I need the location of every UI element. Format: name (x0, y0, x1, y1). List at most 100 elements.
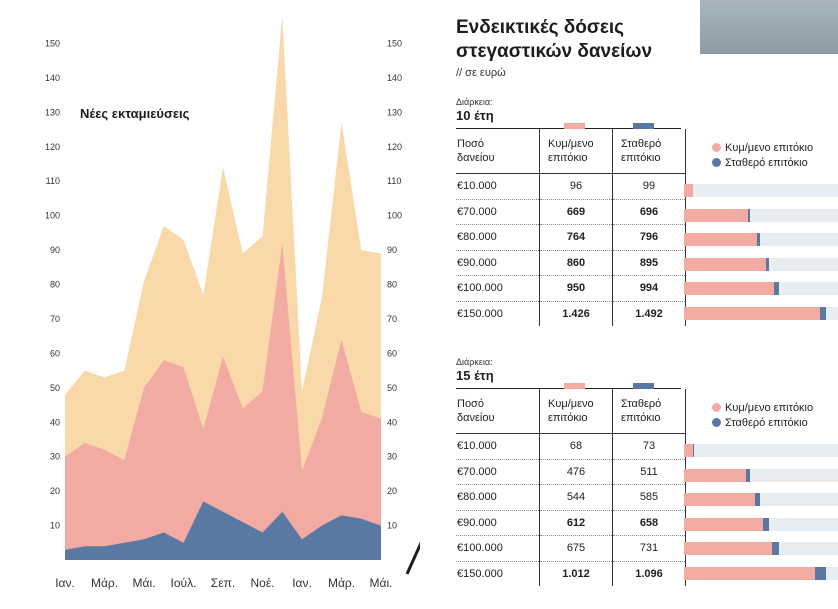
y-tick-left: 150 (45, 38, 60, 48)
dose-bar-track (684, 493, 838, 506)
loan-amount: €90.000 (456, 510, 540, 536)
variable-rate-bar (684, 306, 820, 320)
y-tick-left: 40 (50, 417, 60, 427)
x-tick-label: Νοέ. (250, 576, 274, 590)
variable-rate-dose: 1.426 (539, 301, 613, 326)
y-tick-left: 130 (45, 107, 60, 117)
y-tick-left: 50 (50, 383, 60, 393)
table-row: €10.000 68 73 (456, 433, 686, 460)
variable-rate-swatch (564, 383, 585, 389)
table-row: €80.000 544 585 (456, 484, 686, 511)
fixed-rate-dose: 1.492 (612, 301, 686, 326)
variable-rate-bar (684, 566, 816, 580)
table-row: €150.000 1.426 1.492 (456, 301, 686, 326)
y-tick-right: 150 (387, 38, 402, 48)
variable-rate-dose: 544 (539, 484, 613, 511)
fixed-rate-dose: 895 (612, 250, 686, 276)
fixed-rate-dose: 696 (612, 199, 686, 225)
variable-rate-dose: 764 (539, 224, 613, 251)
variable-rate-bar (684, 517, 764, 531)
loan-amount: €100.000 (456, 275, 540, 302)
y-tick-right: 60 (387, 348, 397, 358)
y-tick-left: 70 (50, 314, 60, 324)
fixed-rate-dose: 1.096 (612, 561, 686, 586)
variable-rate-bar (684, 233, 757, 246)
panel-title-line2: στεγαστικών δανείων (456, 41, 653, 62)
x-axis: Ιαν. Μάρ. Μάι. Ιούλ. Σεπ. Νοέ. Ιαν. Μάρ. Μάι. (55, 576, 392, 590)
header-fixed-rate: Σταθερό επιτόκιο (612, 129, 686, 174)
y-tick-left: 20 (50, 486, 60, 496)
header-variable-rate: Κυμ/μενο επιτόκιο (539, 389, 613, 434)
y-tick-left: 140 (45, 73, 60, 83)
table-row: €10.000 96 99 (456, 173, 686, 200)
chart-title: Νέες εκταμιεύσεις (80, 106, 190, 121)
table-row: €100.000 675 731 (456, 535, 686, 562)
dose-bar-track (684, 282, 838, 295)
header-amount: Ποσό δανείου (456, 389, 540, 434)
loan-amount: €10.000 (456, 433, 540, 460)
loan-amount: €90.000 (456, 250, 540, 276)
panel-subtitle: // σε ευρώ (456, 67, 506, 79)
header-amount: Ποσό δανείου (456, 129, 540, 174)
photo-thumbnail (700, 0, 838, 54)
dose-bar-track (684, 444, 838, 457)
legend-fixed-rate: Σταθερό επιτόκιο (712, 416, 813, 431)
header-amount-line1: Ποσό (457, 138, 484, 150)
y-tick-right: 110 (387, 176, 401, 186)
area-series-2 (65, 243, 381, 560)
header-fixed-rate-line1: Σταθερό (621, 398, 662, 410)
legend-variable-rate: Κυμ/μενο επιτόκιο (712, 401, 813, 416)
dose-bar-track (684, 542, 838, 555)
dose-bar-track (684, 184, 838, 197)
panel-title-line1: Ενδεικτικές δόσεις (456, 17, 625, 38)
table-row: €80.000 764 796 (456, 224, 686, 251)
dose-bar-track (684, 306, 838, 320)
y-tick-left: 110 (46, 176, 60, 186)
dose-section-2: Διάρκεια: 15 έτη Ποσό δανείου Κυμ/μενο επιτόκ… (456, 357, 838, 597)
area-series-3 (65, 501, 381, 560)
legend: Κυμ/μενο επιτόκιο Σταθερό επιτόκιο (712, 141, 813, 171)
y-tick-left: 120 (45, 142, 60, 152)
legend-variable-rate: Κυμ/μενο επιτόκιο (712, 141, 813, 156)
legend-fixed-rate-dot-icon (712, 418, 721, 427)
table-row: €70.000 669 696 (456, 199, 686, 225)
y-tick-right: 100 (387, 211, 402, 221)
variable-rate-dose: 669 (539, 199, 613, 225)
fixed-rate-dose: 994 (612, 275, 686, 302)
duration-label: Διάρκεια: (456, 357, 493, 367)
variable-rate-dose: 675 (539, 535, 613, 562)
header-variable-rate: Κυμ/μενο επιτόκιο (539, 129, 613, 174)
fixed-rate-dose: 796 (612, 224, 686, 251)
y-tick-right: 130 (387, 107, 402, 117)
loan-amount: €80.000 (456, 484, 540, 511)
fixed-rate-dose: 658 (612, 510, 686, 536)
header-variable-rate-line2: επιτόκιο (548, 152, 588, 164)
area-layers (65, 15, 381, 560)
disbursements-area-chart: 10 20 30 40 50 60 70 80 90 100 110 120 130 140 150 10 2… (45, 15, 420, 590)
variable-rate-dose: 612 (539, 510, 613, 536)
fixed-rate-dose: 731 (612, 535, 686, 562)
y-tick-right: 10 (387, 521, 397, 531)
loan-amount: €80.000 (456, 224, 540, 251)
loan-amount: €70.000 (456, 199, 540, 225)
y-axis-left: 10 20 30 40 50 60 70 80 90 100 110 120 130 140 150 (45, 38, 60, 530)
legend-variable-rate-label: Κυμ/μενο επιτόκιο (725, 142, 814, 154)
loan-amount: €150.000 (457, 307, 503, 320)
duration-value: 10 έτη (456, 108, 494, 123)
table-header-row: Ποσό δανείου Κυμ/μενο επιτόκιο Σταθερό επιτόκ… (456, 129, 686, 174)
variable-rate-dose: 476 (539, 459, 613, 485)
variable-rate-dose: 1.012 (539, 561, 613, 586)
variable-rate-bar (684, 493, 755, 506)
panel-title: Ενδεικτικές δόσεις στεγαστικών δανείων (456, 16, 652, 64)
x-tick-label: Ιαν. (292, 576, 312, 590)
variable-rate-bar (684, 444, 693, 457)
legend-fixed-rate: Σταθερό επιτόκιο (712, 156, 813, 171)
x-tick-label: Ιούλ. (171, 576, 197, 590)
header-fixed-rate: Σταθερό επιτόκιο (612, 389, 686, 434)
y-tick-left: 100 (45, 211, 60, 221)
legend-fixed-rate-dot-icon (712, 158, 721, 167)
table-row: €90.000 612 658 (456, 510, 686, 536)
variable-rate-bar (684, 257, 766, 271)
dose-bar-track (684, 468, 838, 482)
header-variable-rate-line1: Κυμ/μενο (548, 398, 594, 410)
